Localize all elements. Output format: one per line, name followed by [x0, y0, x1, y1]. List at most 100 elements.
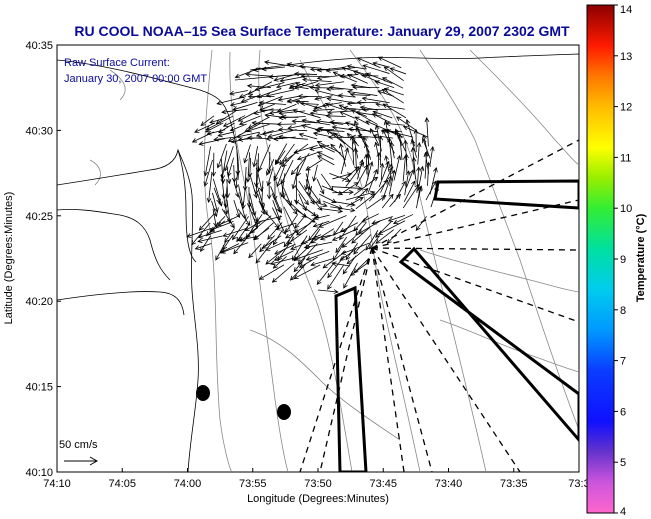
current-vector: [317, 289, 339, 295]
current-vector: [211, 200, 218, 218]
current-vector: [374, 80, 395, 88]
current-vector: [237, 208, 251, 226]
current-vector: [278, 134, 308, 140]
current-vector: [416, 166, 421, 193]
current-vector: [292, 108, 321, 119]
current-vector: [332, 132, 354, 151]
current-vector: [424, 117, 430, 147]
current-vector: [259, 235, 275, 253]
current-vector: [317, 151, 334, 160]
radar-beam: [371, 247, 579, 251]
current-vector: [346, 64, 367, 70]
current-vector: [325, 113, 346, 119]
current-vector: [275, 82, 298, 89]
current-vector: [381, 77, 404, 89]
current-vector: [342, 255, 357, 275]
current-vector: [238, 115, 261, 126]
current-vector: [312, 107, 335, 113]
current-vector: [265, 248, 285, 265]
current-vector: [301, 118, 331, 126]
y-tick-label: 40:10: [25, 467, 53, 479]
current-vector: [268, 109, 294, 116]
colorbar-tick-label: 14: [620, 4, 632, 16]
current-vector: [426, 161, 431, 186]
current-vector: [355, 187, 369, 201]
current-vector: [248, 243, 262, 259]
current-vector: [229, 90, 248, 96]
x-tick-label: 73:35: [500, 478, 528, 490]
colorbar-tick-label: 10: [620, 203, 632, 215]
current-vector: [349, 135, 355, 166]
current-vector: [289, 84, 309, 90]
current-vector: [234, 67, 261, 79]
colorbar-label: Temperature (°C): [635, 213, 647, 302]
current-vector: [200, 115, 215, 127]
current-vector: [314, 88, 344, 98]
current-vector: [281, 150, 298, 168]
current-vector: [197, 230, 222, 239]
current-vector: [217, 131, 234, 138]
current-vector: [266, 159, 275, 176]
current-vector: [312, 220, 330, 228]
current-vector: [305, 250, 330, 261]
buoy-marker: [196, 385, 210, 401]
current-vector: [279, 75, 310, 83]
radar-beam: [371, 247, 433, 472]
current-vector: [258, 100, 287, 106]
current-vector: [314, 95, 333, 101]
current-vector: [278, 115, 306, 121]
radar-beams: [299, 139, 579, 472]
x-tick-label: 74:00: [174, 478, 202, 490]
current-vector: [349, 262, 369, 276]
radar-beam: [371, 139, 579, 249]
current-vector: [194, 122, 216, 133]
scale-arrow: [64, 456, 99, 466]
current-vector: [429, 146, 435, 167]
current-vector: [186, 227, 212, 238]
current-vector: [379, 162, 385, 180]
current-vector: [346, 248, 366, 265]
current-vector: [316, 262, 335, 285]
current-vector: [261, 207, 280, 229]
current-vector: [332, 71, 358, 83]
current-vector: [421, 138, 431, 159]
current-vector: [233, 234, 250, 255]
radar-beam: [371, 247, 521, 472]
x-tick-label: 73:55: [239, 478, 267, 490]
current-vector: [341, 236, 356, 248]
contour-line: [439, 319, 579, 373]
current-vector: [316, 155, 335, 166]
current-vector: [285, 222, 311, 239]
contour-line: [203, 49, 233, 472]
current-vector: [337, 93, 356, 99]
current-vector: [386, 228, 402, 244]
contour-line: [258, 49, 353, 472]
current-vector: [353, 176, 379, 196]
current-vector: [310, 228, 335, 244]
current-vector: [296, 151, 319, 161]
y-tick-label: 40:30: [25, 125, 53, 137]
current-vector: [389, 67, 407, 75]
current-vector: [276, 165, 286, 188]
current-vector: [293, 257, 306, 273]
current-vector: [375, 229, 395, 244]
current-vector: [300, 73, 330, 79]
current-vector: [378, 135, 384, 166]
y-axis-label: Latitude (Degrees:Minutes): [3, 192, 15, 325]
current-vector: [402, 154, 408, 182]
colorbar-tick-label: 7: [620, 356, 626, 368]
x-tick-label: 73:40: [435, 478, 463, 490]
current-vector: [384, 155, 390, 173]
current-vector: [205, 122, 224, 133]
raritan-shore: [57, 209, 171, 281]
current-vector: [339, 111, 356, 119]
current-vector: [245, 152, 251, 183]
sandy-hook-spit: [177, 149, 197, 263]
current-vector: [366, 195, 387, 210]
current-vector: [309, 85, 330, 90]
colorbar-tick-label: 4: [620, 506, 626, 518]
current-vector: [275, 222, 297, 231]
colorbar-tick-label: 5: [620, 457, 626, 469]
buoy-marker: [277, 404, 291, 420]
current-vector: [418, 165, 425, 188]
